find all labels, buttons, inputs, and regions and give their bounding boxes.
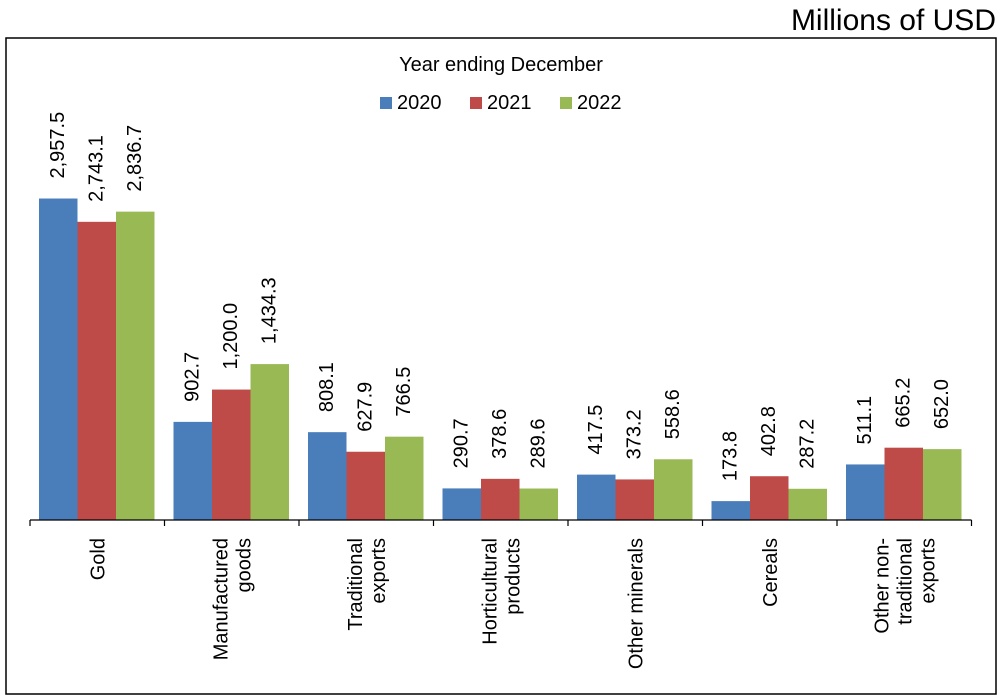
bar-2022-1 (250, 364, 289, 520)
value-label-2020-5: 173.8 (720, 431, 742, 481)
category-label-2: Traditional (345, 538, 367, 631)
bar-2022-0 (116, 211, 155, 521)
value-label-2021-1: 1,200.0 (220, 303, 242, 370)
category-label-4: Other minerals (625, 538, 647, 669)
value-label-2020-6: 511.1 (854, 396, 876, 445)
bar-2021-1 (212, 389, 251, 520)
value-label-2021-6: 665.2 (893, 378, 915, 428)
legend-label-2020: 2020 (397, 92, 442, 114)
bar-2021-4 (615, 479, 654, 520)
category-labels: Gold Manufactured goods Traditional exports H… (87, 538, 939, 669)
bar-2022-2 (385, 436, 424, 520)
category-label-1: goods (233, 538, 255, 593)
legend-swatch-2022 (560, 97, 572, 109)
legend: 2020 2021 2022 (380, 92, 622, 114)
value-label-2022-2: 766.5 (393, 367, 415, 417)
value-label-2021-2: 627.9 (355, 382, 377, 432)
x-axis (29, 519, 973, 526)
bar-2020-5 (711, 501, 750, 520)
bar-2020-4 (577, 474, 616, 520)
value-label-2022-0: 2,836.7 (124, 125, 146, 192)
value-label-2022-1: 1,434.3 (259, 277, 281, 344)
value-label-2020-4: 417.5 (585, 405, 607, 455)
category-label-2: exports (368, 538, 390, 604)
value-label-2021-4: 373.2 (624, 409, 646, 459)
value-label-2022-5: 287.2 (797, 419, 819, 469)
bar-2020-2 (308, 432, 347, 520)
value-label-2020-0: 2,957.5 (47, 112, 69, 179)
bars (39, 198, 962, 521)
category-label-6: traditional (894, 538, 916, 625)
category-label-1: Manufactured (210, 538, 232, 660)
category-label-3: products (502, 538, 524, 615)
bar-2020-0 (39, 198, 78, 520)
legend-label-2022: 2022 (577, 92, 622, 114)
legend-swatch-2020 (380, 97, 392, 109)
bar-2022-6 (923, 449, 962, 520)
bar-2020-3 (442, 488, 481, 520)
bar-2022-5 (788, 488, 827, 520)
category-label-0: Gold (87, 538, 109, 580)
bar-2022-4 (654, 459, 693, 520)
value-labels: 2,957.5 2,743.1 2,836.7 902.7 1,200.0 1,434.3… (47, 112, 953, 481)
bar-2021-5 (750, 476, 789, 520)
value-label-2022-4: 558.6 (662, 389, 684, 439)
bar-2021-3 (481, 478, 520, 520)
category-label-6: Other non- (871, 538, 893, 634)
value-label-2022-6: 652.0 (931, 379, 953, 429)
value-label-2021-3: 378.6 (489, 409, 511, 459)
value-label-2022-3: 289.6 (528, 418, 550, 468)
bar-2021-6 (884, 447, 923, 520)
bar-2022-3 (519, 488, 558, 520)
value-label-2020-2: 808.1 (316, 362, 338, 412)
legend-label-2021: 2021 (487, 92, 532, 114)
chart-frame (5, 37, 997, 695)
value-label-2021-0: 2,743.1 (86, 135, 108, 202)
bar-2021-2 (346, 451, 385, 520)
unit-label: Millions of USD (791, 4, 996, 37)
value-label-2020-1: 902.7 (182, 352, 204, 402)
category-label-6: exports (917, 538, 939, 604)
chart-title: Year ending December (399, 54, 603, 76)
legend-swatch-2021 (470, 97, 482, 109)
category-label-3: Horticultural (479, 538, 501, 645)
category-label-5: Cereals (760, 538, 782, 607)
bar-2020-6 (846, 464, 885, 520)
value-label-2021-5: 402.8 (758, 406, 780, 456)
bar-2020-1 (173, 421, 212, 520)
bar-2021-0 (77, 221, 116, 521)
value-label-2020-3: 290.7 (451, 418, 473, 468)
